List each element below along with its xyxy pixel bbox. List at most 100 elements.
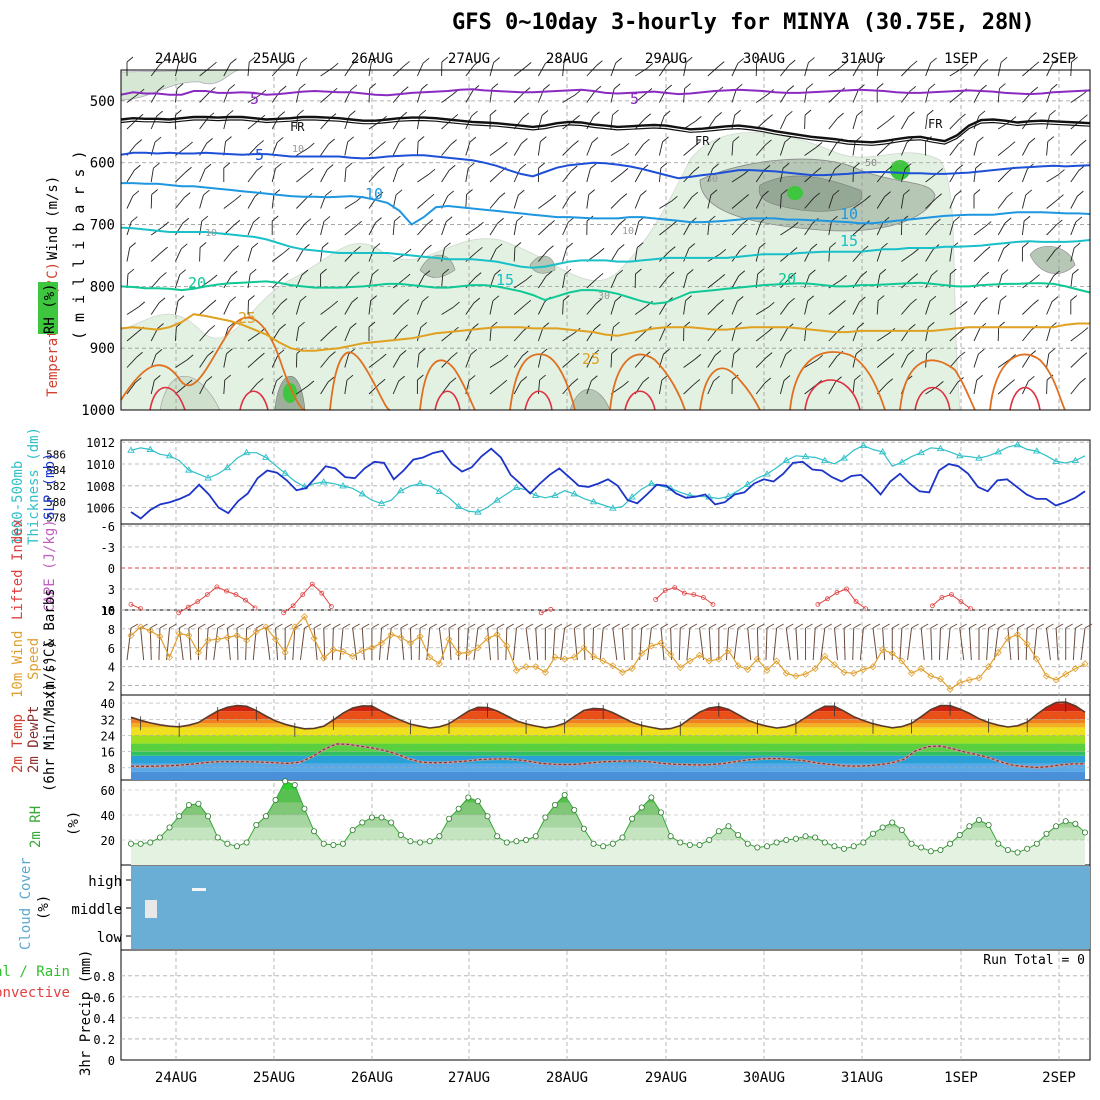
wind-barb-flag [445,216,453,223]
wind-barb [150,354,157,368]
wind-barb-flag [1079,377,1086,384]
precip-tick-label: 0.2 [93,1033,115,1047]
slp-tick-label: 1010 [86,458,115,472]
label-speed: Speed [26,638,42,680]
thickness-marker [1013,440,1022,448]
wind-barb-flag [322,242,329,248]
wind-barb [538,276,547,289]
wind-barb-flag [1001,269,1009,275]
wind-barb [150,328,158,342]
rh-marker [214,834,221,841]
wind-barb-flag [978,348,985,355]
wind-barb-flag [419,109,427,116]
wind-barb [247,274,251,289]
surface-wind-barb-flag [448,623,457,629]
date-label: 27AUG [448,51,490,67]
wind-barb [997,248,1005,262]
rh-marker [417,839,424,846]
contour-label: 25 [238,309,256,327]
pressure-tick-label: 1000 [81,403,115,419]
wind-barb-flag [976,374,983,381]
wind-barb-flag [224,374,232,381]
wind-barb [392,355,401,368]
wind-barb [658,115,665,130]
wind-speed-marker [165,653,174,661]
surface-wind-barb [986,627,990,661]
wind-barb-flag [910,60,918,67]
surface-wind-barb-flag [670,623,678,629]
wind-barb [392,168,399,183]
wind-barb [295,327,300,342]
wind-barb-flag [422,57,430,64]
surface-wind-barb-flag [978,623,987,629]
rh-marker [523,837,530,844]
wind-barb [634,247,638,262]
rh-marker [754,844,761,851]
li-marker [681,590,687,596]
surface-wind-barb-flag [1017,623,1025,629]
wind-barb-flag [161,246,168,253]
wind-barb-flag [694,141,701,147]
wind-barb-flag [519,163,527,170]
wind-speed-marker [618,668,627,676]
temperature-panel: 8 16 24 32 40 [101,697,1090,780]
wind-barb [900,354,909,368]
wind-barb-flag [953,216,960,222]
label-cape: CAPE (J/kg) [42,519,58,612]
wind-barb [295,62,302,77]
wind-barb [780,277,791,289]
wind-barb-flag [398,375,405,382]
wind-barb-flag [178,57,186,63]
temp-band [131,743,1085,752]
wind-speed-marker [185,631,193,640]
wind-barb [150,302,160,315]
wind-barb-flag [1053,270,1060,277]
wind-barb [199,194,204,209]
wind-barb-flag [156,110,163,117]
date-label: 24AUG [155,1070,197,1086]
wind-barb [658,168,662,183]
wind-barb [707,221,710,236]
thickness-marker [223,463,232,471]
wind-barb [707,168,714,183]
surface-wind-barb [1007,627,1012,661]
isotherm-line [121,182,1091,226]
wind-barb [320,169,328,183]
wind-barb [610,275,618,289]
wind-barb [1046,174,1059,183]
surface-wind-barb-flag [651,623,659,629]
wind-barb-flag [661,374,669,381]
wind-barb [683,196,693,209]
thickness-marker [589,497,598,505]
wind-barb [707,66,719,77]
rh-50-mid-2 [529,255,556,274]
surface-wind-barb [560,627,566,661]
rh-marker [282,778,289,785]
wind-barb [804,197,815,209]
wind-barb [368,171,379,183]
wind-barb-flag [394,215,401,222]
rh-legend-swatch [38,282,58,334]
wind-barb-flag [320,268,327,275]
wind-barb-flag [977,136,984,143]
wind-barb [707,381,714,395]
cloud-cover-panel [126,866,1090,949]
rh-marker [311,828,318,835]
wind-barb [562,383,573,395]
wind-barb-flag [569,191,577,197]
wind-barb-flag [718,274,726,280]
thickness-marker [281,469,289,476]
temp-tick-label: 32 [101,713,115,727]
wind-tick-label: 10 [101,604,115,618]
contour-labels: 5 5 FR FR FR 5 10 10 15 15 20 20 25 25 1… [188,90,943,368]
wind-barb-flag [225,136,232,142]
label-cloud-unit: (%) [36,895,52,920]
li-marker [281,610,287,616]
wind-barb [997,197,1007,209]
wind-barb-flag [157,323,164,329]
isotherm-35 [149,386,186,411]
surface-wind-barb [448,627,452,661]
wind-speed-marker [416,632,424,641]
wind-barb [320,305,333,315]
wind-barb-flag [351,297,359,303]
